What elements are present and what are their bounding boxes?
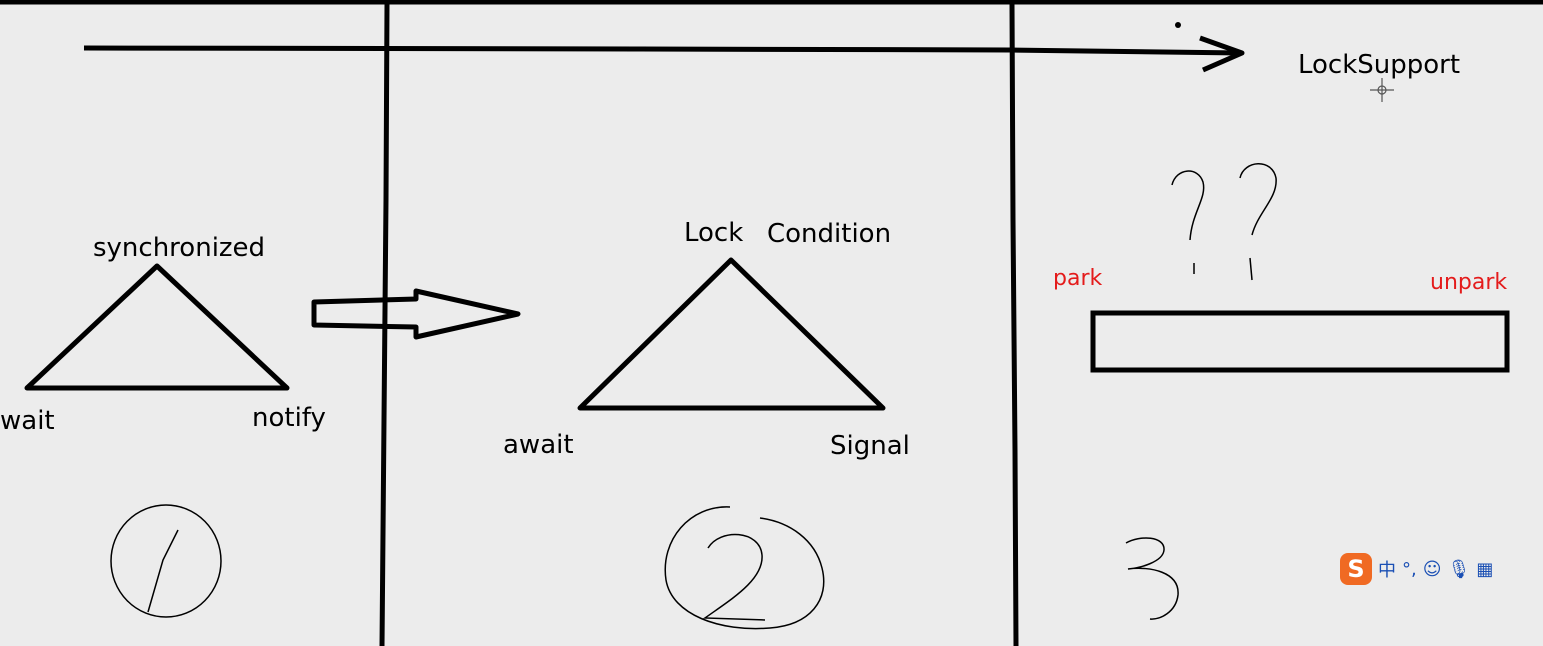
triangle-lock-condition	[577, 257, 886, 411]
label-condition: Condition	[767, 219, 892, 249]
timeline-arrow-head	[1199, 35, 1245, 73]
punctuation-icon[interactable]: °,	[1402, 558, 1417, 580]
microphone-icon[interactable]: 🎙	[1447, 558, 1471, 580]
transition-arrow	[311, 288, 521, 340]
question-mark-1	[1171, 170, 1205, 241]
label-park: park	[1053, 266, 1103, 291]
divider-line-2	[1009, 3, 1019, 646]
park-unpark-box	[1090, 310, 1510, 373]
label-locksupport: LockSupport	[1298, 50, 1461, 80]
divider-line-1	[379, 3, 390, 646]
emoji-icon[interactable]: ☺	[1422, 558, 1442, 580]
label-notify: notify	[252, 403, 326, 433]
circle-1	[110, 504, 222, 618]
question-mark-2	[1239, 163, 1277, 236]
digit-1-stroke	[147, 529, 179, 613]
label-synchronized: synchronized	[93, 233, 266, 263]
circle-2	[664, 506, 825, 630]
label-signal: Signal	[830, 431, 910, 461]
chinese-mode-icon[interactable]: 中	[1378, 560, 1396, 581]
crosshair-cursor-icon	[1370, 78, 1394, 102]
digit-2-stroke	[702, 533, 766, 621]
triangle-synchronized	[24, 263, 290, 391]
ime-logo-icon[interactable]: S	[1340, 553, 1372, 585]
stray-dot	[1175, 22, 1181, 28]
label-unpark: unpark	[1430, 270, 1508, 295]
timeline-arrow-line	[83, 45, 1243, 56]
digit-3-stroke	[1125, 537, 1179, 620]
label-await: await	[503, 430, 574, 460]
label-lock: Lock	[684, 218, 744, 248]
ime-toolbar[interactable]: S 中 °, ☺ 🎙 ▦	[1340, 552, 1493, 586]
question-mark-2-dot	[1249, 257, 1253, 281]
label-wait: wait	[0, 406, 55, 436]
keyboard-icon[interactable]: ▦	[1476, 558, 1494, 580]
